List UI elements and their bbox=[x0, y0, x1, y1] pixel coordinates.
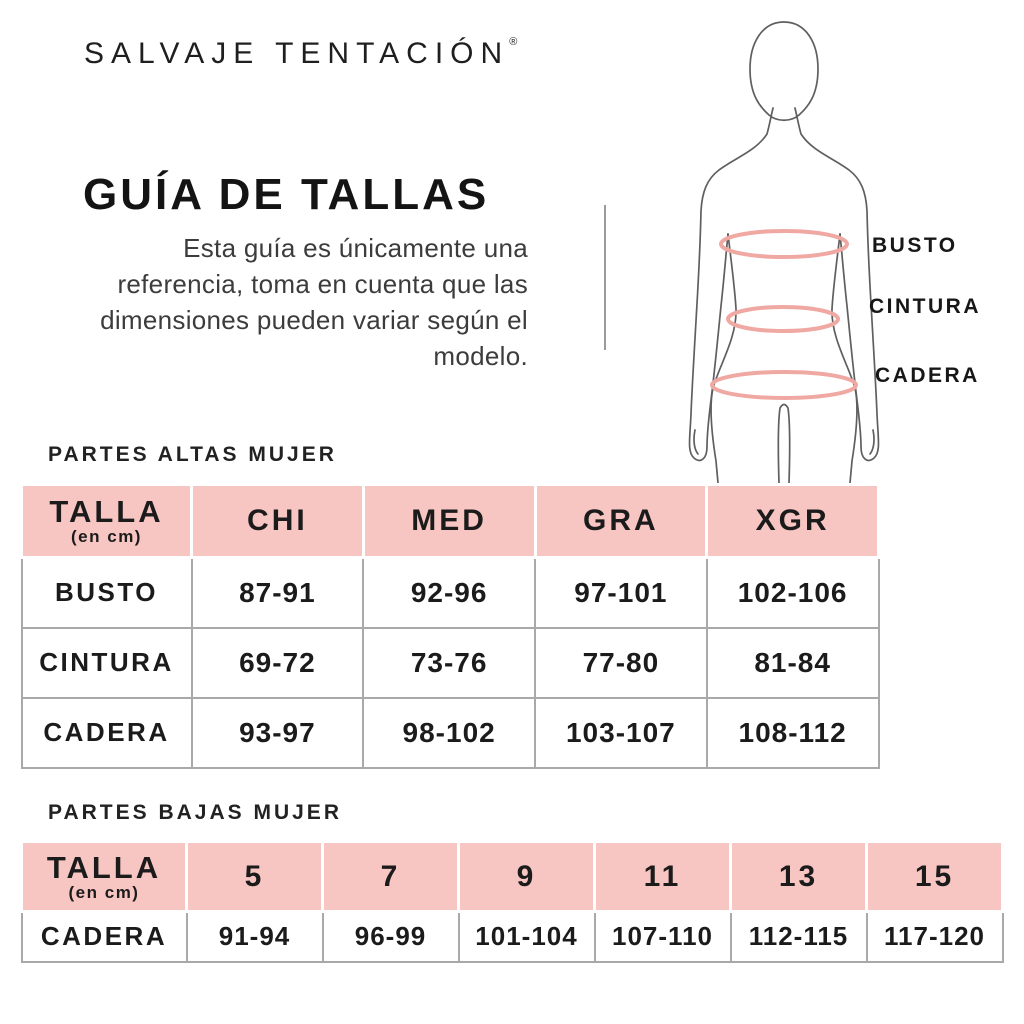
size-column-7: 7 bbox=[321, 840, 460, 913]
busto-row-label: BUSTO bbox=[20, 556, 193, 629]
cadera-row: CADERA 93-97 98-102 103-107 108-112 bbox=[20, 696, 880, 769]
cintura-med-value: 73-76 bbox=[362, 626, 536, 699]
cintura-chi-value: 69-72 bbox=[190, 626, 365, 699]
cadera-gra-value: 103-107 bbox=[534, 696, 708, 769]
talla-label: TALLA bbox=[49, 494, 164, 529]
cadera-xgr-value: 108-112 bbox=[705, 696, 880, 769]
size-column-med: MED bbox=[361, 483, 537, 559]
busto-med-value: 92-96 bbox=[362, 556, 536, 629]
registered-trademark-icon: ® bbox=[509, 36, 518, 48]
talla-unit-label: (en cm) bbox=[68, 882, 140, 902]
size-column-13: 13 bbox=[729, 840, 868, 913]
cadera-5-value: 91-94 bbox=[185, 910, 324, 963]
cadera-med-value: 98-102 bbox=[362, 696, 536, 769]
busto-row: BUSTO 87-91 92-96 97-101 102-106 bbox=[20, 556, 880, 629]
body-outline bbox=[688, 21, 880, 483]
cadera-row-label: CADERA bbox=[20, 696, 193, 769]
cadera-11-value: 107-110 bbox=[593, 910, 732, 963]
cintura-gra-value: 77-80 bbox=[534, 626, 708, 699]
busto-gra-value: 97-101 bbox=[534, 556, 708, 629]
size-column-gra: GRA bbox=[533, 483, 709, 559]
talla-label: TALLA bbox=[46, 849, 162, 885]
size-column-11: 11 bbox=[593, 840, 732, 913]
brand-logo: SALVAJE TENTACIÓN® bbox=[84, 36, 517, 71]
cadera-measure-label: CADERA bbox=[875, 364, 980, 387]
busto-band bbox=[719, 229, 849, 259]
cadera-15-value: 117-120 bbox=[865, 910, 1004, 963]
busto-chi-value: 87-91 bbox=[190, 556, 365, 629]
brand-name: SALVAJE TENTACIÓN bbox=[84, 37, 510, 70]
cadera-band bbox=[710, 370, 858, 400]
size-column-chi: CHI bbox=[190, 483, 365, 559]
guide-description: Esta guía es únicamente una referencia, … bbox=[100, 233, 528, 371]
busto-measure-label: BUSTO bbox=[872, 234, 958, 257]
size-column-xgr: XGR bbox=[705, 483, 880, 559]
size-column-15: 15 bbox=[865, 840, 1004, 913]
lower-talla-header-cell: TALLA (en cm) bbox=[20, 840, 188, 913]
cintura-measure-label: CINTURA bbox=[869, 295, 981, 318]
cadera-9-value: 101-104 bbox=[457, 910, 596, 963]
cintura-row-label: CINTURA bbox=[20, 626, 193, 699]
page-title: GUÍA DE TALLAS bbox=[83, 170, 490, 219]
lower-sizes-table: TALLA (en cm) 5 7 9 11 13 15 CADERA 91-9… bbox=[20, 840, 1004, 963]
cadera-row-label: CADERA bbox=[20, 910, 188, 963]
cadera-7-value: 96-99 bbox=[321, 910, 460, 963]
size-column-5: 5 bbox=[185, 840, 324, 913]
cadera-chi-value: 93-97 bbox=[190, 696, 365, 769]
lower-table-heading: PARTES BAJAS MUJER bbox=[48, 801, 342, 824]
cadera-lower-row: CADERA 91-94 96-99 101-104 107-110 112-1… bbox=[20, 910, 1004, 963]
cintura-xgr-value: 81-84 bbox=[705, 626, 880, 699]
busto-xgr-value: 102-106 bbox=[705, 556, 880, 629]
cintura-row: CINTURA 69-72 73-76 77-80 81-84 bbox=[20, 626, 880, 699]
measurement-bands bbox=[710, 229, 858, 400]
female-body-outline-illustration bbox=[688, 21, 880, 483]
vertical-divider bbox=[604, 205, 606, 350]
size-column-9: 9 bbox=[457, 840, 596, 913]
upper-table-heading: PARTES ALTAS MUJER bbox=[48, 443, 337, 466]
cintura-band bbox=[726, 305, 840, 333]
lower-header-row: TALLA (en cm) 5 7 9 11 13 15 bbox=[20, 840, 1004, 913]
cadera-13-value: 112-115 bbox=[729, 910, 868, 963]
talla-unit-label: (en cm) bbox=[71, 527, 142, 546]
upper-talla-header-cell: TALLA (en cm) bbox=[20, 483, 193, 559]
upper-sizes-table: TALLA (en cm) CHI MED GRA XGR BUSTO 87-9… bbox=[20, 483, 880, 769]
upper-header-row: TALLA (en cm) CHI MED GRA XGR bbox=[20, 483, 880, 559]
